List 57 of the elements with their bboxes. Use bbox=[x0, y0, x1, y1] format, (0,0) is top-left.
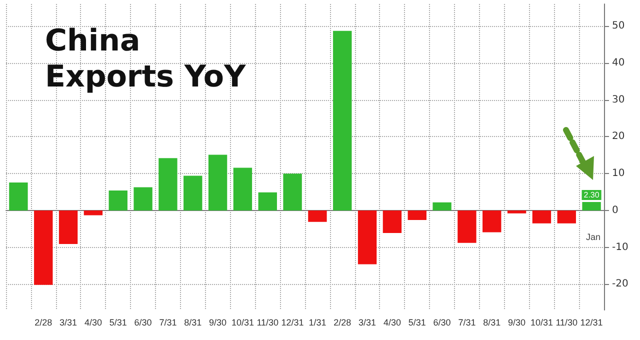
bar bbox=[333, 30, 352, 210]
x-tick-label: 3/31 bbox=[358, 318, 376, 328]
bar bbox=[134, 187, 152, 210]
bar bbox=[258, 192, 277, 210]
x-tick-label: 1/31 bbox=[308, 318, 326, 328]
x-tick-label: 9/30 bbox=[508, 318, 526, 328]
bar bbox=[233, 168, 252, 210]
text: China Exports YoY bbox=[45, 24, 247, 94]
y-tick-label: 50 bbox=[612, 20, 625, 32]
bar bbox=[208, 154, 228, 210]
x-tick-label: 10/31 bbox=[530, 318, 553, 328]
bar bbox=[382, 210, 402, 233]
x-tick-label: 4/30 bbox=[383, 318, 401, 328]
bar bbox=[358, 210, 377, 264]
bar bbox=[283, 174, 302, 210]
x-tick-label: 9/30 bbox=[209, 318, 227, 328]
x-tick-label: 11/30 bbox=[556, 318, 578, 328]
bar bbox=[108, 190, 128, 210]
x-tick-label: 8/31 bbox=[184, 318, 202, 328]
y-tick-label: 40 bbox=[612, 57, 625, 68]
x-tick-label: 12/31 bbox=[580, 318, 603, 328]
bar bbox=[408, 210, 426, 220]
bar bbox=[308, 210, 327, 222]
bar bbox=[557, 210, 576, 224]
y-tick-label: -20 bbox=[612, 278, 628, 290]
x-tick-label: 6/30 bbox=[134, 318, 152, 328]
y-tick-label: 20 bbox=[612, 131, 625, 142]
x-tick-label: 7/31 bbox=[458, 318, 476, 328]
x-tick-label: 4/30 bbox=[84, 318, 102, 328]
bar bbox=[432, 202, 452, 210]
bar bbox=[482, 210, 502, 232]
bar bbox=[507, 210, 526, 214]
x-tick-label: 8/31 bbox=[483, 318, 501, 328]
bar bbox=[9, 182, 28, 210]
y-tick-label: -10 bbox=[612, 242, 628, 253]
x-tick-label: 2/28 bbox=[334, 318, 352, 328]
bar bbox=[34, 210, 53, 285]
y-tick-label: 10 bbox=[612, 168, 625, 180]
data-label: 2.30 bbox=[584, 190, 600, 200]
bar bbox=[58, 210, 78, 244]
x-tick-label: 6/30 bbox=[433, 318, 451, 328]
bar bbox=[84, 210, 103, 216]
x-tick-label: 10/31 bbox=[231, 318, 254, 328]
y-tick-label: 30 bbox=[612, 94, 625, 106]
x-tick-label: 11/30 bbox=[256, 318, 279, 328]
x-tick-label: 7/31 bbox=[159, 318, 177, 328]
x-tick-label: 5/31 bbox=[109, 318, 127, 328]
x-tick-label: 5/31 bbox=[408, 318, 426, 328]
x-tick-label: 3/31 bbox=[60, 318, 78, 328]
bar bbox=[158, 158, 178, 210]
x-tick-label: 12/31 bbox=[281, 318, 304, 328]
bar bbox=[458, 210, 476, 243]
bar bbox=[532, 210, 552, 224]
x-tick-label: 2/28 bbox=[34, 318, 52, 328]
y-tick-label: 0 bbox=[612, 204, 618, 216]
x-axis-title: Jan bbox=[586, 232, 601, 242]
bar bbox=[184, 176, 202, 210]
